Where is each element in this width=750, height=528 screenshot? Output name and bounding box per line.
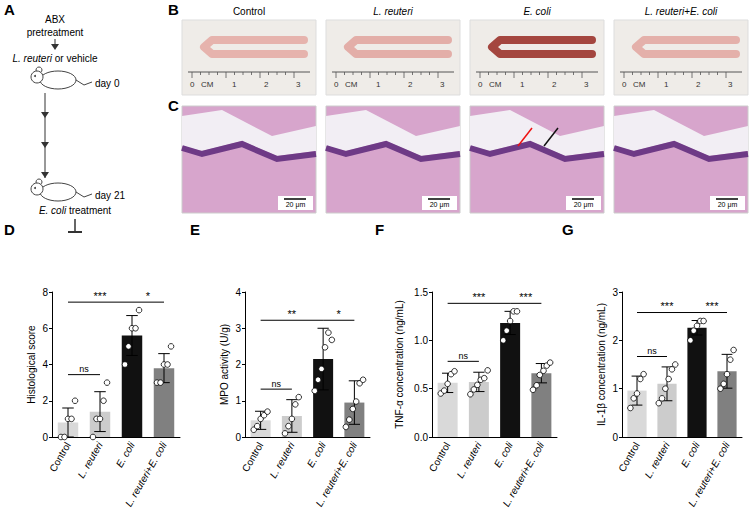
svg-text:Control: Control xyxy=(616,440,642,473)
svg-text:1: 1 xyxy=(235,395,241,406)
svg-text:L. reuteri: L. reuteri xyxy=(313,468,343,508)
svg-text:ns: ns xyxy=(458,351,468,361)
svg-text:CM: CM xyxy=(633,80,646,89)
svg-text:0.0: 0.0 xyxy=(414,432,428,443)
svg-text:D: D xyxy=(4,221,15,238)
svg-text:***: *** xyxy=(661,300,675,312)
svg-text:day 0: day 0 xyxy=(95,78,120,89)
svg-text:L. reuteri: L. reuteri xyxy=(686,468,716,508)
svg-text:20 μm: 20 μm xyxy=(430,201,450,209)
svg-text:3: 3 xyxy=(728,80,733,89)
svg-text:L. reuteri: L. reuteri xyxy=(123,468,153,508)
svg-text:2: 2 xyxy=(552,80,557,89)
svg-text:8: 8 xyxy=(42,287,48,298)
svg-text:1.5: 1.5 xyxy=(414,287,428,298)
svg-text:E. coli: E. coli xyxy=(690,6,718,17)
svg-text:20 μm: 20 μm xyxy=(286,201,306,209)
svg-text:MPO activity (U/g): MPO activity (U/g) xyxy=(219,324,230,405)
svg-text:treatment: treatment xyxy=(66,205,111,216)
svg-text:E. coli: E. coli xyxy=(492,440,516,470)
svg-text:6: 6 xyxy=(42,323,48,334)
svg-text:E. coli: E. coli xyxy=(146,440,170,470)
svg-text:3: 3 xyxy=(296,80,301,89)
svg-text:20 μm: 20 μm xyxy=(574,201,594,209)
svg-text:L. reuteri: L. reuteri xyxy=(500,468,530,508)
svg-text:0: 0 xyxy=(478,80,483,89)
svg-text:E. coli: E. coli xyxy=(679,440,703,470)
svg-text:2: 2 xyxy=(264,80,269,89)
svg-text:0: 0 xyxy=(612,432,618,443)
svg-text:IL-1β concentration (ng/mL): IL-1β concentration (ng/mL) xyxy=(596,303,607,426)
svg-text:2: 2 xyxy=(235,359,241,370)
svg-text:*: * xyxy=(337,308,342,320)
svg-text:ABX: ABX xyxy=(45,14,65,25)
svg-text:3: 3 xyxy=(235,323,241,334)
svg-text:***: *** xyxy=(472,291,486,303)
svg-text:or vehicle: or vehicle xyxy=(52,53,98,64)
svg-text:L. reuteri: L. reuteri xyxy=(76,440,106,480)
svg-text:*: * xyxy=(146,290,151,302)
svg-text:E. coli: E. coli xyxy=(114,440,138,470)
svg-text:Control: Control xyxy=(427,440,453,473)
svg-text:day 21: day 21 xyxy=(95,190,125,201)
svg-text:B: B xyxy=(168,1,179,18)
svg-text:C: C xyxy=(168,97,179,114)
svg-text:0: 0 xyxy=(334,80,339,89)
svg-text:Control: Control xyxy=(47,440,73,473)
svg-text:Control: Control xyxy=(240,440,266,473)
svg-text:E. coli: E. coli xyxy=(39,205,67,216)
svg-text:0: 0 xyxy=(190,80,195,89)
svg-text:L. reuteri: L. reuteri xyxy=(12,53,52,64)
svg-text:L. reuteri: L. reuteri xyxy=(267,440,297,480)
svg-text:2: 2 xyxy=(612,335,618,346)
svg-text:4: 4 xyxy=(42,359,48,370)
svg-text:F: F xyxy=(375,221,384,238)
svg-text:**: ** xyxy=(288,308,297,320)
svg-text:3: 3 xyxy=(612,287,618,298)
svg-text:0: 0 xyxy=(622,80,627,89)
svg-text:0: 0 xyxy=(235,432,241,443)
svg-text:TNF-α concentration (ng/mL): TNF-α concentration (ng/mL) xyxy=(394,300,405,429)
svg-text:G: G xyxy=(562,221,574,238)
svg-text:3: 3 xyxy=(584,80,589,89)
svg-text:2: 2 xyxy=(696,80,701,89)
svg-text:E. coli: E. coli xyxy=(305,440,329,470)
svg-text:1: 1 xyxy=(232,80,237,89)
svg-text:L. reuteri: L. reuteri xyxy=(645,6,685,17)
svg-text:0.5: 0.5 xyxy=(414,383,428,394)
svg-text:CM: CM xyxy=(201,80,214,89)
svg-text:Control: Control xyxy=(233,6,265,17)
svg-text:2: 2 xyxy=(408,80,413,89)
svg-text:ns: ns xyxy=(79,364,89,374)
svg-text:pretreatment: pretreatment xyxy=(27,27,84,38)
svg-text:L. reuteri: L. reuteri xyxy=(643,440,673,480)
svg-text:***: *** xyxy=(519,291,533,303)
svg-text:E: E xyxy=(190,221,200,238)
svg-text:E. coli: E. coli xyxy=(523,440,547,470)
svg-text:CM: CM xyxy=(345,80,358,89)
svg-text:1: 1 xyxy=(520,80,525,89)
svg-text:3: 3 xyxy=(440,80,445,89)
svg-text:2: 2 xyxy=(42,395,48,406)
svg-text:ns: ns xyxy=(271,379,281,389)
svg-text:1: 1 xyxy=(612,383,618,394)
svg-text:0: 0 xyxy=(42,432,48,443)
svg-text:20 μm: 20 μm xyxy=(718,201,738,209)
svg-text:1: 1 xyxy=(664,80,669,89)
svg-text:CM: CM xyxy=(489,80,502,89)
svg-text:ns: ns xyxy=(647,346,657,356)
svg-text:4: 4 xyxy=(235,287,241,298)
svg-text:1: 1 xyxy=(376,80,381,89)
svg-text:***: *** xyxy=(94,290,108,302)
svg-text:E. coli: E. coli xyxy=(336,440,360,470)
svg-text:1.0: 1.0 xyxy=(414,335,428,346)
svg-text:***: *** xyxy=(706,300,720,312)
svg-text:L. reuteri: L. reuteri xyxy=(373,6,413,17)
svg-text:A: A xyxy=(4,1,15,18)
svg-text:E. coli: E. coli xyxy=(709,440,733,470)
svg-text:Histological score: Histological score xyxy=(26,325,37,404)
svg-text:L. reuteri: L. reuteri xyxy=(454,440,484,480)
svg-text:E. coli: E. coli xyxy=(523,6,551,17)
